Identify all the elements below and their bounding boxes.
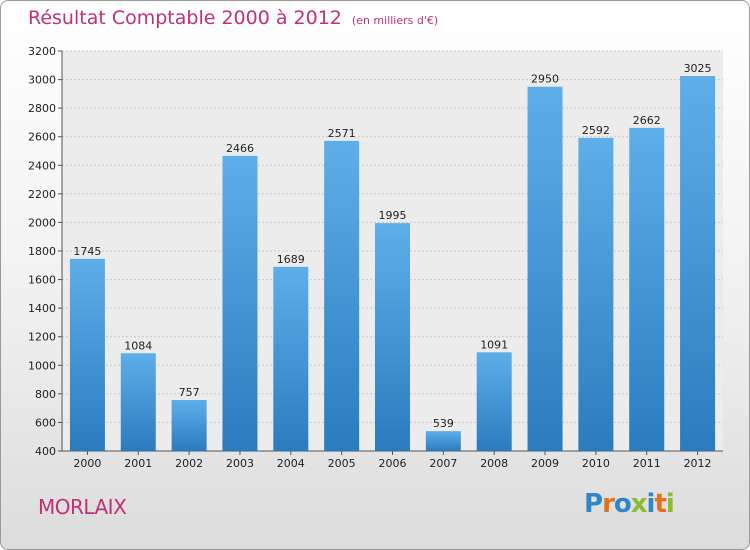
proxiti-logo: Proxiti — [584, 489, 675, 519]
data-label: 2592 — [582, 124, 610, 137]
bar — [120, 353, 156, 451]
data-label: 1995 — [379, 209, 407, 222]
bar — [171, 400, 207, 451]
data-label: 757 — [179, 386, 200, 399]
y-tick-label: 1400 — [28, 302, 56, 315]
data-label: 2466 — [226, 142, 254, 155]
y-tick-label: 2800 — [28, 102, 56, 115]
bar — [629, 127, 665, 451]
data-label: 1084 — [124, 339, 152, 352]
x-tick-label: 2008 — [480, 457, 508, 470]
y-tick-label: 800 — [35, 388, 56, 401]
bar — [324, 140, 360, 451]
logo-letter: t — [654, 489, 666, 519]
x-tick-label: 2000 — [73, 457, 101, 470]
data-label: 1689 — [277, 253, 305, 266]
y-tick-label: 1800 — [28, 245, 56, 258]
x-tick-label: 2009 — [531, 457, 559, 470]
x-tick-label: 2001 — [124, 457, 152, 470]
y-tick-label: 600 — [35, 416, 56, 429]
x-tick-label: 2011 — [633, 457, 661, 470]
logo-letter: i — [665, 489, 675, 519]
bar — [222, 155, 258, 451]
bar — [680, 76, 716, 451]
y-tick-label: 2200 — [28, 188, 56, 201]
title-text: Résultat Comptable 2000 à 2012 — [28, 7, 342, 29]
data-label: 2571 — [328, 127, 356, 140]
y-tick-label: 1000 — [28, 359, 56, 372]
y-tick-label: 1600 — [28, 274, 56, 287]
logo-letter: i — [646, 489, 656, 519]
data-label: 539 — [433, 417, 454, 430]
y-tick-label: 2000 — [28, 216, 56, 229]
city-label: MORLAIX — [38, 495, 127, 519]
x-tick-label: 2004 — [277, 457, 305, 470]
x-tick-label: 2010 — [582, 457, 610, 470]
bar — [476, 352, 512, 451]
bar — [69, 258, 105, 451]
chart-title: Résultat Comptable 2000 à 2012 (en millie… — [28, 7, 438, 29]
x-tick-label: 2005 — [328, 457, 356, 470]
bar — [273, 266, 309, 451]
bar — [527, 86, 563, 451]
data-label: 1745 — [73, 245, 101, 258]
x-tick-label: 2002 — [175, 457, 203, 470]
y-tick-label: 400 — [35, 445, 56, 458]
x-tick-label: 2012 — [684, 457, 712, 470]
data-label: 2662 — [633, 114, 661, 127]
y-tick-label: 3000 — [28, 74, 56, 87]
x-tick-label: 2007 — [429, 457, 457, 470]
logo-letter: r — [602, 489, 615, 519]
y-tick-label: 2400 — [28, 159, 56, 172]
bar — [425, 431, 461, 451]
title-unit: (en milliers d'€) — [351, 14, 439, 27]
logo-letter: x — [630, 489, 648, 519]
bar — [578, 137, 614, 451]
data-label: 2950 — [531, 73, 559, 86]
logo-letter: o — [613, 489, 632, 519]
bar — [375, 223, 410, 451]
x-tick-label: 2006 — [379, 457, 407, 470]
x-tick-label: 2003 — [226, 457, 254, 470]
data-label: 3025 — [684, 62, 712, 75]
y-tick-label: 2600 — [28, 131, 56, 144]
data-label: 1091 — [480, 338, 508, 351]
y-tick-label: 1200 — [28, 331, 56, 344]
logo-letter: P — [584, 489, 603, 519]
y-tick-label: 3200 — [28, 45, 56, 58]
